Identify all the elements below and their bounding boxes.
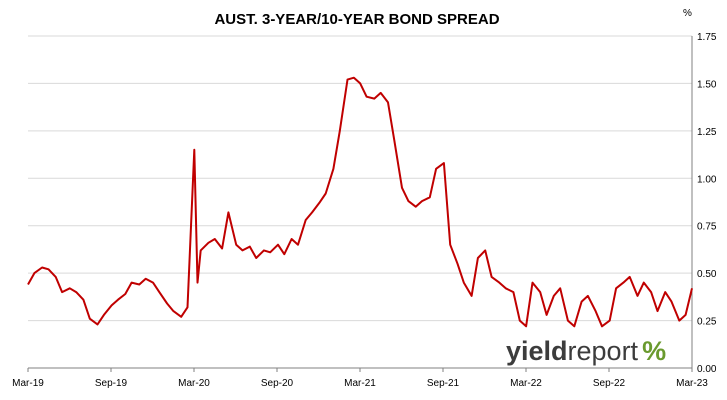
x-axis-ticks: Mar-19 Sep-19 Mar-20 Sep-20 Mar-21 Sep-21 Mar-… bbox=[12, 368, 708, 389]
x-tick-label: Mar-21 bbox=[344, 378, 376, 389]
chart-title: AUST. 3-YEAR/10-YEAR BOND SPREAD bbox=[214, 11, 499, 28]
x-tick-label: Sep-20 bbox=[261, 378, 294, 389]
logo-text-yield: yield bbox=[506, 336, 568, 366]
x-tick-label: Sep-21 bbox=[427, 378, 460, 389]
x-tick-label: Sep-22 bbox=[593, 378, 626, 389]
y-tick-label: 1.50 bbox=[697, 79, 717, 90]
x-tick-label: Mar-22 bbox=[510, 378, 542, 389]
y-tick-label: 1.75 bbox=[697, 32, 717, 43]
y-tick-label: 0.25 bbox=[697, 317, 717, 328]
logo-text-report: report bbox=[568, 336, 639, 366]
yieldreport-logo: yieldreport% bbox=[506, 336, 666, 366]
y-axis-ticks: 0.00 0.25 0.50 0.75 1.00 1.25 1.50 1.75 bbox=[697, 32, 717, 375]
series-line-spread bbox=[27, 76, 693, 328]
y-axis-unit-label: % bbox=[683, 8, 692, 19]
y-tick-label: 0.00 bbox=[697, 364, 717, 375]
x-tick-label: Sep-19 bbox=[95, 378, 128, 389]
logo-text-percent: % bbox=[642, 336, 666, 366]
y-tick-label: 1.25 bbox=[697, 127, 717, 138]
y-tick-label: 0.75 bbox=[697, 222, 717, 233]
y-tick-label: 0.50 bbox=[697, 269, 717, 280]
x-tick-label: Mar-19 bbox=[12, 378, 44, 389]
x-tick-label: Mar-20 bbox=[178, 378, 210, 389]
x-tick-label: Mar-23 bbox=[676, 378, 708, 389]
y-tick-label: 1.00 bbox=[697, 174, 717, 185]
svg-text:yieldreport%: yieldreport% bbox=[506, 336, 666, 366]
gridlines bbox=[28, 35, 692, 322]
